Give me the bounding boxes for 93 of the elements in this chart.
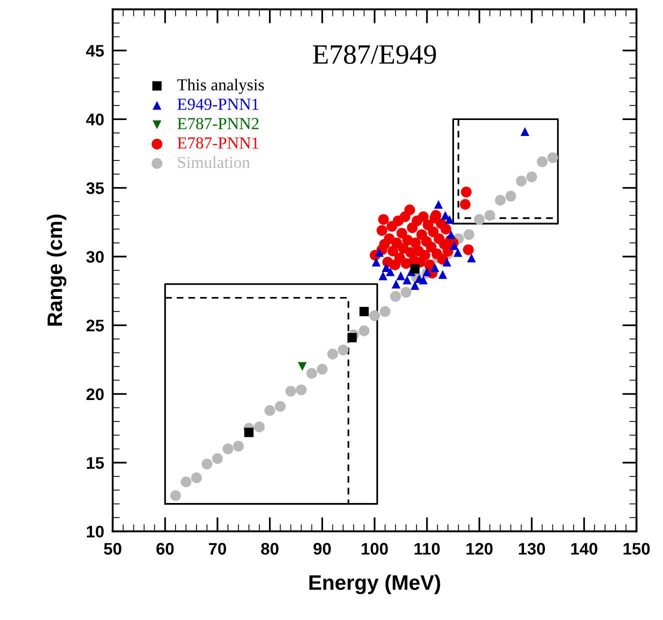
point bbox=[428, 226, 439, 238]
point bbox=[434, 200, 443, 209]
point bbox=[426, 242, 437, 252]
point bbox=[390, 291, 401, 302]
x-tick-label: 150 bbox=[624, 542, 650, 555]
point bbox=[430, 263, 440, 272]
y-tick-label: 45 bbox=[86, 45, 104, 57]
x-tick-label: 110 bbox=[414, 542, 440, 555]
x-tick-label: 100 bbox=[362, 542, 388, 555]
point bbox=[484, 210, 496, 221]
y-tick-label: 25 bbox=[86, 320, 104, 332]
legend-label: E787-PNN2 bbox=[177, 118, 258, 130]
x-axis-title: Energy (MeV) bbox=[309, 574, 440, 594]
point bbox=[306, 368, 318, 379]
y-tick-label: 20 bbox=[86, 388, 104, 400]
point bbox=[378, 214, 389, 225]
point bbox=[372, 258, 381, 266]
point bbox=[463, 229, 474, 240]
y-tick-label: 35 bbox=[86, 182, 104, 194]
point bbox=[462, 244, 474, 256]
x-tick-label: 70 bbox=[208, 542, 226, 555]
point bbox=[440, 224, 452, 234]
point bbox=[474, 214, 485, 225]
legend-label: This analysis bbox=[177, 78, 264, 94]
point bbox=[505, 190, 516, 202]
point bbox=[445, 215, 454, 224]
point bbox=[298, 362, 307, 371]
y-tick-label: 15 bbox=[86, 457, 104, 469]
point bbox=[404, 204, 416, 216]
point bbox=[442, 258, 452, 266]
point bbox=[396, 271, 406, 280]
text: E787/E949 bbox=[312, 45, 436, 64]
point bbox=[202, 458, 212, 470]
x-tick-label: 80 bbox=[261, 542, 278, 555]
point bbox=[233, 440, 244, 452]
point bbox=[467, 254, 476, 262]
x-tick-label: 60 bbox=[156, 542, 174, 555]
y-axis-title: Range (cm) bbox=[46, 214, 66, 326]
point bbox=[285, 386, 296, 397]
point bbox=[392, 280, 400, 288]
point bbox=[212, 453, 223, 464]
point bbox=[494, 194, 506, 206]
legend-label: Simulation bbox=[178, 156, 250, 168]
point bbox=[378, 271, 388, 280]
point bbox=[526, 172, 538, 182]
point bbox=[338, 344, 349, 356]
point bbox=[369, 310, 380, 322]
point bbox=[410, 264, 420, 274]
x-tick-label: 140 bbox=[571, 542, 598, 555]
point bbox=[254, 422, 265, 432]
point bbox=[453, 248, 462, 257]
x-tick-label: 120 bbox=[466, 542, 493, 555]
point bbox=[376, 225, 388, 236]
point bbox=[264, 405, 276, 416]
point bbox=[400, 286, 412, 298]
point bbox=[547, 152, 558, 164]
y-tick-label: 40 bbox=[86, 114, 104, 126]
point bbox=[380, 306, 390, 317]
point bbox=[418, 276, 428, 284]
y-tick-label: 30 bbox=[86, 250, 104, 263]
point bbox=[316, 364, 328, 375]
point bbox=[180, 476, 192, 488]
point bbox=[274, 400, 286, 412]
y-tick-label: 10 bbox=[86, 526, 104, 538]
point bbox=[170, 490, 181, 501]
point bbox=[396, 228, 408, 239]
point bbox=[402, 276, 412, 284]
point bbox=[460, 186, 472, 198]
x-tick-label: 50 bbox=[104, 542, 122, 555]
point bbox=[410, 281, 420, 290]
legend-label: E949-PNN1 bbox=[177, 98, 258, 110]
point bbox=[419, 250, 430, 261]
point bbox=[296, 384, 307, 396]
point bbox=[244, 428, 254, 438]
point bbox=[450, 241, 459, 250]
point bbox=[460, 199, 471, 210]
point bbox=[347, 332, 357, 342]
point bbox=[374, 248, 384, 257]
x-tick-label: 90 bbox=[314, 542, 331, 555]
point bbox=[418, 211, 429, 222]
legend-label: E787-PNN1 bbox=[177, 137, 258, 149]
point bbox=[386, 267, 395, 276]
point bbox=[516, 176, 527, 186]
point bbox=[358, 325, 370, 336]
point bbox=[446, 230, 456, 239]
x-tick-label: 130 bbox=[518, 542, 545, 555]
point bbox=[520, 127, 530, 136]
point bbox=[327, 348, 338, 360]
point bbox=[222, 444, 234, 454]
point bbox=[191, 472, 202, 484]
point bbox=[438, 270, 448, 279]
point bbox=[536, 156, 548, 168]
point bbox=[359, 306, 369, 316]
